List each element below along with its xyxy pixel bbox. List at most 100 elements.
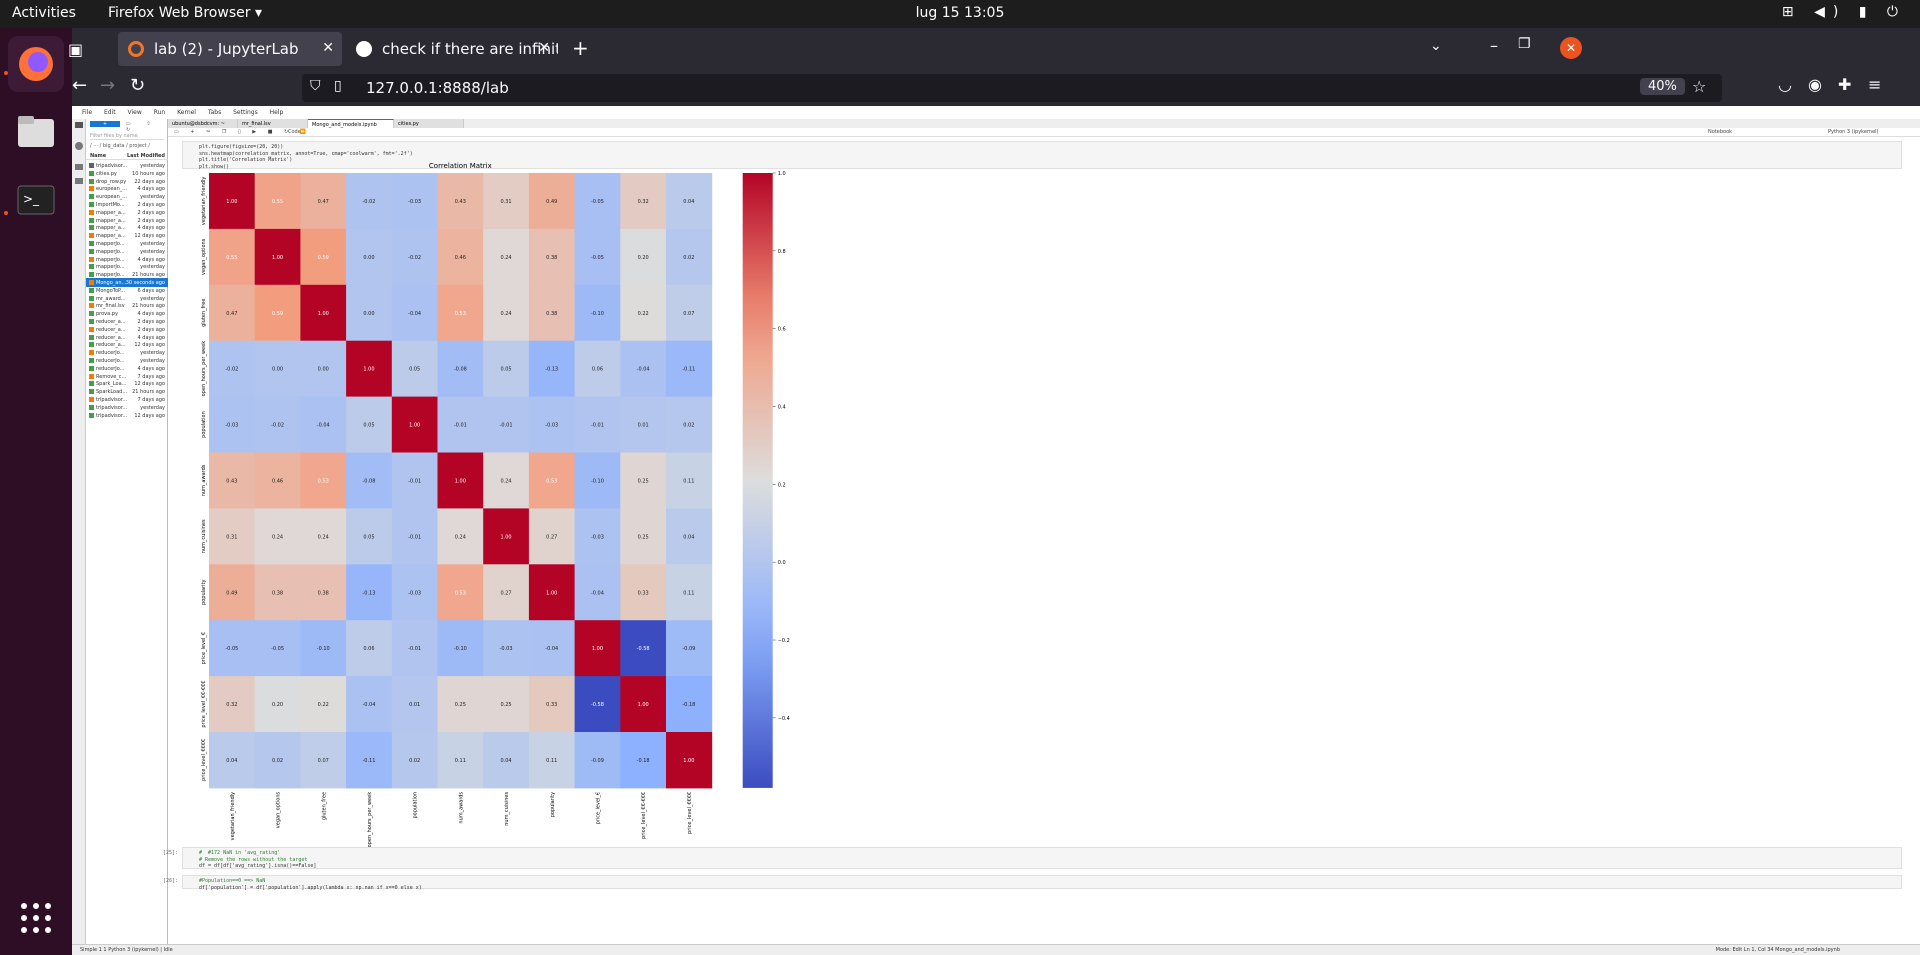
bookmark-star-icon[interactable]: ☆ [1692, 77, 1707, 96]
file-row[interactable]: reducer_a... 12 days ago [86, 340, 168, 349]
doc-tab-notebook[interactable]: Mongo_and_models.ipynb [308, 119, 394, 128]
heatmap-value: 0.05 [409, 367, 420, 373]
terminal-dock-icon[interactable]: >_ [8, 172, 64, 228]
shield-icon[interactable]: ⛉ [310, 78, 321, 94]
menu-file[interactable]: File [82, 109, 93, 116]
file-row[interactable]: mr_final.lsv 21 hours ago [86, 301, 168, 310]
file-row[interactable]: ImportMo... 2 days ago [86, 200, 168, 209]
file-row[interactable]: reducer_a... 2 days ago [86, 317, 168, 326]
heatmap-cell [346, 676, 393, 733]
folder-icon[interactable] [75, 122, 83, 128]
file-row[interactable]: Remove_c... 7 days ago [86, 372, 168, 381]
file-row[interactable]: Mongo_an... 30 seconds ago [86, 278, 168, 287]
tab-overview-icon[interactable]: ▣ [68, 40, 84, 59]
code-cell-25[interactable]: [25]: # #172 NaN in 'avg_rating' # Remov… [163, 847, 1902, 869]
menu-help[interactable]: Help [269, 109, 284, 116]
file-row[interactable]: mapperJo... yesterday [86, 239, 168, 248]
file-row[interactable]: reducerJo... yesterday [86, 348, 168, 357]
code-cell-26[interactable]: [26]: #Population==0 ==> NaN df['populat… [163, 875, 1902, 891]
kernel-name[interactable]: Python 3 (ipykernel) [1828, 129, 1879, 135]
file-row[interactable]: mapperJo... yesterday [86, 262, 168, 271]
file-row[interactable]: tripadvisor... 7 days ago [86, 395, 168, 404]
menu-view[interactable]: View [127, 109, 142, 116]
file-row[interactable]: european_... 4 days ago [86, 184, 168, 193]
col-modified[interactable]: Last Modified [126, 153, 165, 159]
menu-settings[interactable]: Settings [233, 109, 258, 116]
close-tab-icon[interactable]: ✕ [322, 40, 334, 56]
file-row[interactable]: reducerJo... yesterday [86, 356, 168, 365]
system-tray-icons[interactable]: ⊞ ◀) ▮ ⏻ [1781, 4, 1906, 20]
menu-kernel[interactable]: Kernel [177, 109, 196, 116]
file-row[interactable]: mapper_a... 2 days ago [86, 208, 168, 217]
menu-edit[interactable]: Edit [103, 109, 116, 116]
new-launcher-button[interactable]: + [90, 121, 120, 127]
file-row[interactable]: mapperJo... 21 hours ago [86, 270, 168, 279]
running-icon[interactable] [75, 142, 83, 150]
notebook-label[interactable]: Notebook [1708, 129, 1733, 135]
file-row[interactable]: Spark_Loa... 12 days ago [86, 379, 168, 388]
breadcrumb[interactable]: / ··· / big_data / project / [90, 143, 150, 149]
file-row[interactable]: prova.py 4 days ago [86, 309, 168, 318]
doc-tab-cities[interactable]: cities.py [394, 119, 464, 128]
file-row[interactable]: mr_award... yesterday [86, 294, 168, 303]
page-info-icon[interactable]: ▯ [334, 78, 342, 94]
file-filter-input[interactable]: Filter files by name [90, 133, 164, 140]
file-row[interactable]: tripadvisor... yesterday [86, 403, 168, 412]
file-row[interactable]: MongoToP... 6 days ago [86, 286, 168, 295]
file-row[interactable]: reducerJo... 4 days ago [86, 364, 168, 373]
file-row[interactable]: reducer_a... 2 days ago [86, 325, 168, 334]
col-name[interactable]: Name [90, 153, 107, 159]
file-row[interactable]: mapper_a... 12 days ago [86, 231, 168, 240]
files-dock-icon[interactable] [8, 104, 64, 160]
pocket-icon[interactable]: ◡ [1778, 75, 1792, 94]
menu-tabs[interactable]: Tabs [207, 109, 222, 116]
toolbar-icons[interactable]: ▭ + ✂ ❐ ▯ ▶ ■ ↻ ⏩ [174, 129, 312, 135]
tab-search[interactable]: check if there are infinite ✕ [346, 32, 558, 66]
firefox-dock-icon[interactable] [8, 36, 64, 92]
account-icon[interactable]: ◉ [1808, 75, 1822, 94]
activities-button[interactable]: Activities [12, 5, 76, 21]
app-grid-icon[interactable] [8, 890, 64, 946]
zoom-level[interactable]: 40% [1640, 78, 1685, 95]
file-toolbar-icons[interactable]: ▭ ⇧ ↻ [126, 121, 158, 133]
file-row[interactable]: mapper_a... 4 days ago [86, 223, 168, 232]
forward-icon[interactable]: → [100, 75, 116, 96]
file-row[interactable]: SparkLoad... 21 hours ago [86, 387, 168, 396]
doc-tab-terminal[interactable]: ubuntu@dsbdcvm: ~ [168, 119, 238, 128]
clock[interactable]: lug 15 13:05 [915, 5, 1005, 21]
back-icon[interactable]: ← [72, 75, 88, 96]
app-menu[interactable]: Firefox Web Browser ▾ [108, 5, 262, 21]
heatmap-cell [483, 620, 530, 677]
heatmap-cell [574, 620, 621, 677]
file-row[interactable]: cities.py 10 hours ago [86, 169, 168, 178]
file-row[interactable]: reducer_a... 4 days ago [86, 333, 168, 342]
code-cell[interactable]: plt.figure(figsize=(20, 20)) sns.heatmap… [182, 141, 1902, 170]
close-window-icon[interactable]: ✕ [1560, 37, 1582, 59]
file-row[interactable]: mapperJo... yesterday [86, 247, 168, 256]
tab-jupyterlab[interactable]: lab (2) - JupyterLab ✕ [118, 32, 342, 66]
file-row[interactable]: tripadvisor... yesterday [86, 161, 168, 170]
cell-type-select[interactable]: Code [288, 129, 301, 135]
extension-icon[interactable] [75, 178, 83, 184]
minimize-icon[interactable]: – [1490, 36, 1498, 55]
file-row[interactable]: mapper_a... 2 days ago [86, 216, 168, 225]
menu-icon[interactable]: ≡ [1868, 75, 1882, 94]
doc-tab-lsv[interactable]: mr_final.lsv [238, 119, 308, 128]
file-row[interactable]: mapperJo... 4 days ago [86, 255, 168, 264]
reload-icon[interactable]: ↻ [130, 75, 146, 96]
heatmap-value: 0.07 [318, 758, 329, 764]
restore-icon[interactable]: ❐ [1518, 36, 1531, 52]
heatmap-value: 0.43 [455, 199, 466, 205]
commands-icon[interactable] [75, 164, 83, 170]
heatmap-cell [666, 620, 713, 677]
file-row[interactable]: european_... yesterday [86, 192, 168, 201]
list-tabs-icon[interactable]: ⌄ [1430, 38, 1442, 54]
heatmap-value: 1.00 [638, 702, 649, 708]
url-bar[interactable]: ⛉ ▯ 127.0.0.1:8888/lab 40% ☆ [302, 74, 1722, 102]
extensions-icon[interactable]: ✚ [1838, 75, 1852, 94]
file-row[interactable]: drop_row.py 22 days ago [86, 177, 168, 186]
close-tab-icon[interactable]: ✕ [538, 40, 550, 56]
file-row[interactable]: tripadvisor... 12 days ago [86, 411, 168, 420]
menu-run[interactable]: Run [153, 109, 166, 116]
new-tab-icon[interactable]: + [572, 36, 589, 60]
